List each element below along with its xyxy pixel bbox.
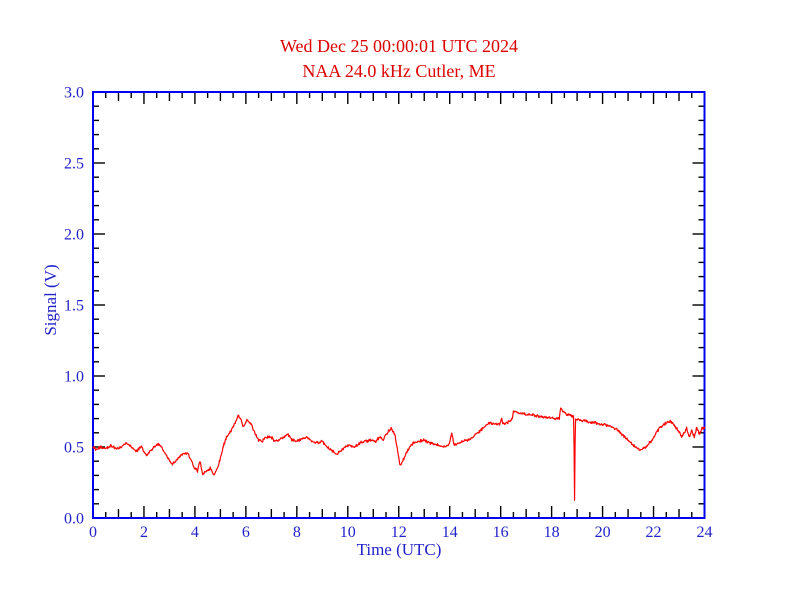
x-tick-label: 10 (340, 524, 356, 541)
y-tick-label: 2.0 (64, 227, 84, 244)
x-tick-label: 24 (697, 524, 713, 541)
x-axis-label: Time (UTC) (356, 540, 442, 559)
y-tick-label: 0.5 (64, 440, 84, 457)
y-tick-label: 3.0 (64, 85, 84, 102)
chart-frame (92, 91, 706, 519)
x-tick-label: 12 (391, 524, 407, 541)
x-tick-label: 20 (595, 524, 611, 541)
x-tick-label: 6 (242, 524, 250, 541)
y-tick-label: 1.0 (64, 369, 84, 386)
x-tick-label: 22 (646, 524, 662, 541)
chart-title: Wed Dec 25 00:00:01 UTC 2024 (279, 36, 519, 56)
y-tick-label: 1.5 (64, 298, 84, 315)
x-tick-label: 18 (544, 524, 560, 541)
x-tick-label: 2 (140, 524, 148, 541)
y-tick-label: 0.0 (64, 511, 84, 528)
x-tick-label: 4 (191, 524, 199, 541)
x-tick-label: 16 (493, 524, 509, 541)
x-tick-label: 0 (89, 524, 97, 541)
signal-trace (92, 407, 706, 501)
x-tick-label: 8 (293, 524, 301, 541)
chart-subtitle: NAA 24.0 kHz Cutler, ME (302, 61, 496, 81)
chart-title-block: Wed Dec 25 00:00:01 UTC 2024 NAA 24.0 kH… (93, 34, 705, 84)
x-tick-label: 14 (442, 524, 458, 541)
y-tick-label: 2.5 (64, 156, 84, 173)
